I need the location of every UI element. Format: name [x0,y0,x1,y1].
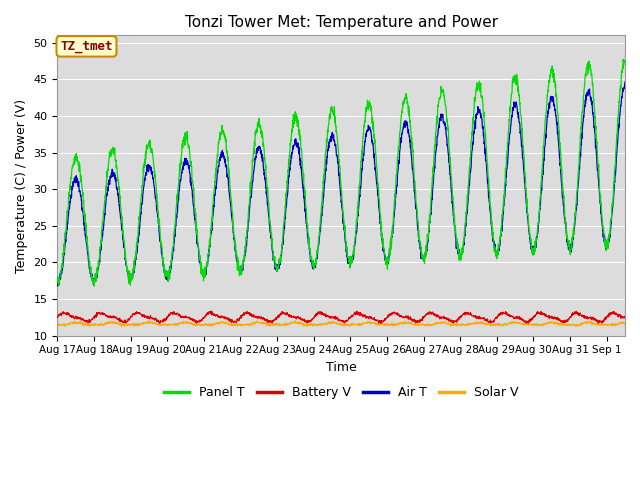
X-axis label: Time: Time [326,361,356,374]
Legend: Panel T, Battery V, Air T, Solar V: Panel T, Battery V, Air T, Solar V [159,382,524,405]
Title: Tonzi Tower Met: Temperature and Power: Tonzi Tower Met: Temperature and Power [184,15,498,30]
Text: TZ_tmet: TZ_tmet [60,40,113,53]
Y-axis label: Temperature (C) / Power (V): Temperature (C) / Power (V) [15,98,28,273]
